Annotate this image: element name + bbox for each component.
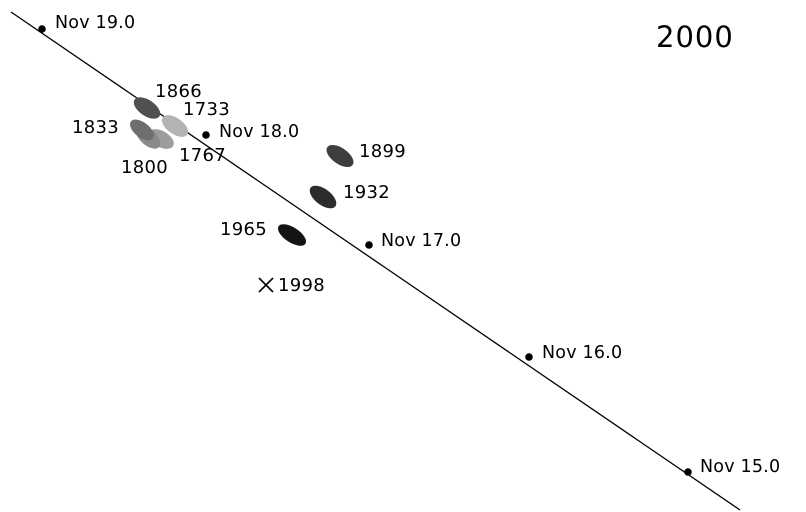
dust-trail-label-1800: 1800 — [121, 157, 168, 178]
dust-trail-label-1733: 1733 — [183, 99, 230, 120]
cross-marker-icon — [258, 277, 274, 293]
year-title: 2000 — [656, 20, 734, 54]
earth-orbit-line — [10, 11, 741, 511]
date-marker-label: Nov 16.0 — [542, 343, 622, 363]
date-marker-nov-16: Nov 16.0 — [525, 343, 622, 363]
date-marker-dot — [202, 131, 210, 139]
date-marker-nov-19: Nov 19.0 — [38, 13, 135, 33]
date-marker-dot — [365, 241, 373, 249]
date-marker-label: Nov 17.0 — [381, 231, 461, 251]
date-marker-dot — [684, 468, 692, 476]
dust-trail-label-1767: 1767 — [179, 145, 226, 166]
date-marker-dot — [38, 25, 46, 33]
dust-trail-1899 — [326, 144, 354, 168]
dust-trail-1866 — [133, 97, 161, 119]
dust-trail-1932 — [309, 185, 337, 209]
marker-label-1998: 1998 — [278, 275, 325, 296]
date-marker-nov-18: Nov 18.0 — [202, 122, 299, 142]
date-marker-nov-15: Nov 15.0 — [684, 457, 780, 477]
date-marker-label: Nov 15.0 — [700, 457, 780, 477]
dust-trail-label-1833: 1833 — [72, 117, 119, 138]
date-marker-label: Nov 19.0 — [55, 13, 135, 33]
dust-trail-label-1965: 1965 — [220, 219, 267, 240]
date-marker-nov-17: Nov 17.0 — [365, 231, 461, 251]
dust-trail-label-1866: 1866 — [155, 81, 202, 102]
dust-trail-label-1899: 1899 — [359, 141, 406, 162]
dust-trail-1733 — [161, 115, 189, 137]
dust-trail-1833 — [130, 119, 154, 141]
dust-trail-label-1932: 1932 — [343, 182, 390, 203]
date-marker-label: Nov 18.0 — [219, 122, 299, 142]
date-marker-dot — [525, 353, 533, 361]
dust-trail-1965 — [277, 224, 307, 246]
